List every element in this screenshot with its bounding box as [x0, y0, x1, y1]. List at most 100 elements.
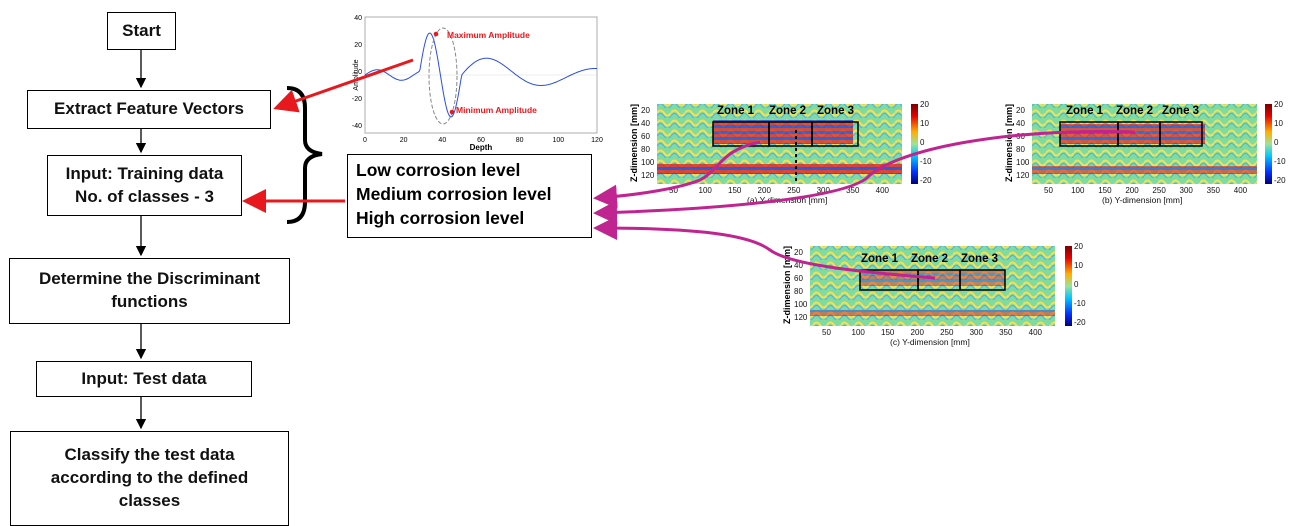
classify-label-2: according to the defined [50, 468, 249, 488]
extract-features-box: Extract Feature Vectors [27, 90, 271, 129]
signal-xtick: 80 [516, 137, 524, 144]
signal-plot-svg: Maximum Amplitude Minimum Amplitude Ampl… [352, 15, 603, 152]
class-high: High corrosion level [356, 208, 525, 229]
discriminant-label-1: Determine the Discriminant [38, 269, 261, 289]
class-low: Low corrosion level [356, 160, 521, 180]
image-ytick: 120 [641, 171, 655, 180]
zone3-label-b: Zone 3 [1162, 105, 1200, 117]
signal-xtick: 120 [591, 137, 603, 144]
ylabel-b: Z-dimension [mm] [1004, 104, 1014, 182]
image-ytick: 40 [794, 261, 803, 270]
colorbar-tick: -10 [1074, 299, 1086, 308]
image-ytick: 60 [794, 274, 803, 283]
image-xtick: 300 [816, 186, 830, 195]
signal-xtick: 20 [400, 137, 408, 144]
colorbar-b [1265, 104, 1272, 184]
signal-xtick: 0 [363, 137, 367, 144]
zone3-box-b [1159, 121, 1203, 147]
image-xtick: 150 [1098, 186, 1112, 195]
image-xtick: 50 [669, 186, 678, 195]
curly-brace [286, 86, 323, 224]
signal-plot: Maximum Amplitude Minimum Amplitude Ampl… [340, 12, 610, 152]
image-ytick: 100 [1016, 158, 1030, 167]
image-ytick: 20 [794, 248, 803, 257]
max-point [433, 31, 439, 37]
signal-ytick: -40 [352, 123, 362, 130]
signal-xtick: 100 [552, 137, 564, 144]
image-ytick: 100 [641, 158, 655, 167]
test-label: Input: Test data [81, 368, 207, 388]
corrosion-classes-box: Low corrosion level Medium corrosion lev… [347, 154, 592, 238]
colorbar-tick: 20 [920, 100, 929, 109]
signal-ytick: 0 [358, 69, 362, 76]
image-xtick: 300 [969, 328, 983, 337]
colorbar-tick: -20 [920, 176, 932, 185]
zone1-label-b: Zone 1 [1066, 105, 1104, 117]
image-xtick: 200 [910, 328, 924, 337]
test-data-box: Input: Test data [36, 361, 252, 397]
discriminant-box: Determine the Discriminant functions [9, 258, 290, 324]
min-amplitude-label: Minimum Amplitude [456, 105, 537, 115]
classify-label-3: classes [118, 490, 181, 510]
colorbar-tick: 10 [1274, 119, 1283, 128]
class-medium: Medium corrosion level [356, 184, 552, 205]
start-label: Start [122, 20, 161, 40]
colorbar-tick: 0 [920, 138, 925, 147]
min-point [449, 109, 455, 115]
image-xtick: 150 [728, 186, 742, 195]
image-xtick: 200 [1125, 186, 1139, 195]
zone1-label-c: Zone 1 [861, 253, 899, 265]
start-box: Start [107, 12, 176, 50]
image-ytick: 40 [1016, 119, 1025, 128]
image-xtick: 50 [822, 328, 831, 337]
training-label-1: Input: Training data [65, 163, 224, 183]
image-xtick: 350 [999, 328, 1013, 337]
colorbar-tick: 0 [1274, 138, 1279, 147]
ylabel-a: Z-dimension [mm] [629, 104, 639, 182]
colorbar-tick: -20 [1074, 318, 1086, 327]
classify-label-1: Classify the test data [64, 445, 235, 465]
image-xtick: 300 [1179, 186, 1193, 195]
bscan-panel-b: Zone 1 Zone 2 Zone 3 Z-dimension [mm] (b… [990, 98, 1290, 213]
zone1-label-a: Zone 1 [717, 105, 755, 117]
image-ytick: 40 [641, 119, 650, 128]
max-amplitude-label: Maximum Amplitude [447, 30, 530, 40]
image-xtick: 50 [1044, 186, 1053, 195]
training-label-2: No. of classes - 3 [75, 186, 214, 206]
image-xtick: 250 [787, 186, 801, 195]
image-ytick: 60 [1016, 132, 1025, 141]
image-ytick: 80 [641, 145, 650, 154]
image-xtick: 400 [1233, 186, 1248, 195]
image-ytick: 120 [794, 313, 808, 322]
extrema-ellipse [428, 27, 458, 125]
image-xtick: 400 [1028, 328, 1042, 337]
colorbar-tick: -10 [920, 157, 932, 166]
colorbar-tick: 10 [1074, 261, 1083, 270]
colorbar-tick: 20 [1274, 100, 1283, 109]
signal-xlabel: Depth [470, 143, 493, 152]
colorbar-tick: 0 [1074, 280, 1079, 289]
colorbar-tick: -10 [1274, 157, 1286, 166]
image-ytick: 20 [641, 106, 650, 115]
zone2-label-c: Zone 2 [911, 253, 949, 265]
xlabel-c: (c) Y-dimension [mm] [890, 337, 970, 347]
image-xtick: 150 [881, 328, 895, 337]
image-xtick: 100 [1071, 186, 1085, 195]
colorbar-tick: -20 [1274, 176, 1286, 185]
image-xtick: 350 [1206, 186, 1220, 195]
zone3-label-c: Zone 3 [961, 253, 999, 265]
image-xtick: 400 [875, 186, 889, 195]
signal-ytick: -20 [352, 96, 362, 103]
signal-xtick: 60 [477, 137, 485, 144]
signal-ytick: 20 [354, 42, 362, 49]
zone2-label-b: Zone 2 [1116, 105, 1154, 117]
colorbar-c [1065, 246, 1072, 326]
image-xtick: 100 [698, 186, 712, 195]
signal-xtick: 40 [438, 137, 446, 144]
training-data-box: Input: Training data No. of classes - 3 [47, 155, 242, 216]
classify-box: Classify the test data according to the … [10, 431, 289, 526]
xlabel-a: (a) Y-dimension [mm] [747, 195, 828, 205]
zone2-label-a: Zone 2 [769, 105, 807, 117]
image-ytick: 120 [1016, 171, 1030, 180]
colorbar-tick: 10 [920, 119, 929, 128]
